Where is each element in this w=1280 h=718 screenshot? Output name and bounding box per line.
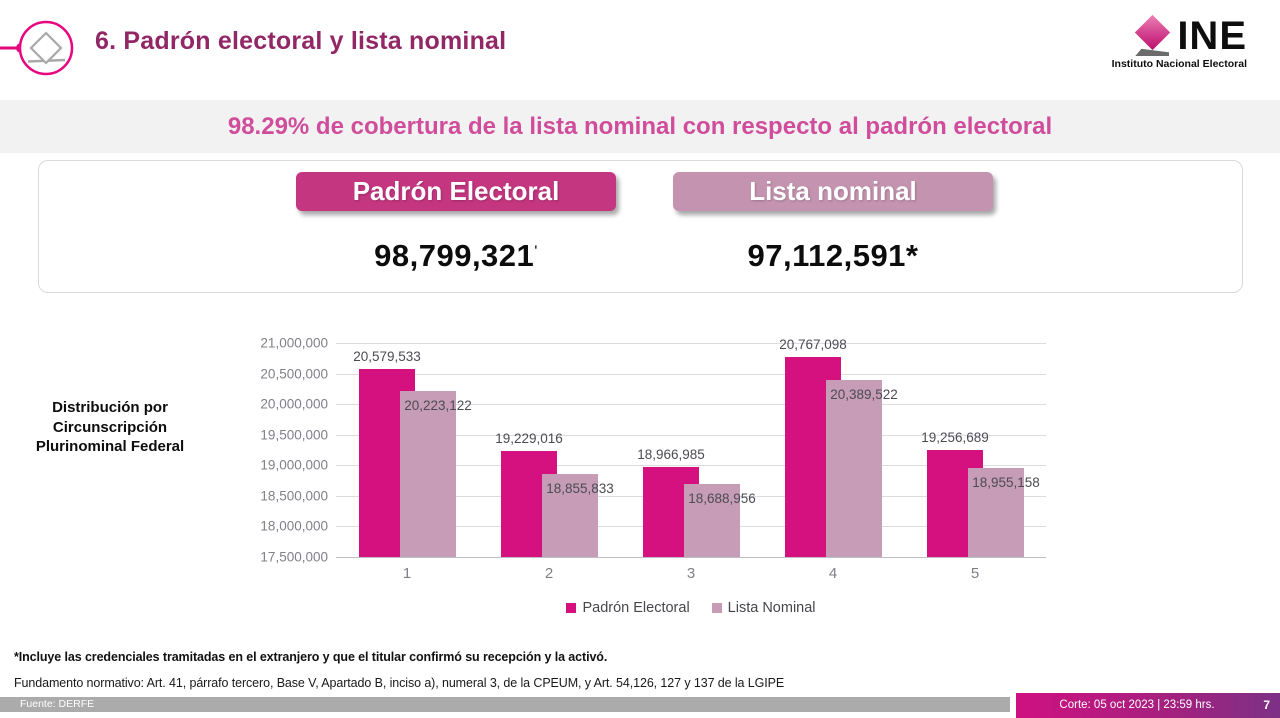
y-tick-label: 20,500,000 (260, 366, 328, 382)
ine-logo: INE Instituto Nacional Electoral (1111, 14, 1247, 70)
bar-value-label: 20,579,533 (353, 348, 421, 364)
chart-y-axis: 21,000,000 20,500,000 20,000,000 19,500,000… (225, 336, 328, 565)
bar-value-label: 20,223,122 (404, 397, 472, 413)
summary-card: Padrón Electoral 98,799,321' Lista nomin… (38, 160, 1243, 293)
x-tick-label: 2 (544, 565, 554, 582)
bar-value-label: 18,855,833 (546, 481, 614, 497)
ballot-diamond-icon (0, 20, 74, 76)
x-tick-label: 1 (402, 565, 412, 582)
footer-source: Fuente: DERFE (20, 698, 95, 710)
legend-label: Lista Nominal (727, 600, 816, 616)
footnote-legal: Fundamento normativo: Art. 41, párrafo t… (14, 676, 785, 690)
y-tick-label: 21,000,000 (260, 335, 328, 351)
lista-column: Lista nominal 97,112,591* (633, 161, 1033, 274)
padron-total-value: 98,799,321 (374, 238, 535, 273)
plot-area: 20,579,533 20,223,122 1 19,229,016 18,855,83… (336, 337, 1046, 582)
bar-lista (826, 380, 882, 557)
coverage-banner: 98.29% de cobertura de la lista nominal … (0, 100, 1280, 153)
bar-value-label: 19,256,689 (921, 429, 989, 445)
y-tick-label: 18,000,000 (260, 518, 328, 534)
x-tick-label: 3 (686, 565, 696, 582)
x-tick-label: 5 (970, 565, 980, 582)
lista-pill: Lista nominal (673, 172, 993, 211)
gridline (336, 343, 1046, 344)
padron-pill: Padrón Electoral (296, 172, 616, 211)
bar-value-label: 18,688,956 (688, 491, 756, 507)
y-tick-label: 18,500,000 (260, 488, 328, 504)
y-tick-label: 17,500,000 (260, 549, 328, 565)
bar-value-label: 19,229,016 (495, 431, 563, 447)
padron-total: 98,799,321' (256, 238, 656, 274)
footnote-asterisk: *Incluye las credenciales tramitadas en … (14, 650, 608, 664)
bar-lista (400, 390, 456, 557)
chart-side-label: Distribución por Circunscripción Plurino… (35, 399, 185, 455)
page-number: 7 (1263, 698, 1270, 712)
legend-swatch (711, 603, 722, 613)
bar-value-label: 18,955,158 (972, 475, 1040, 491)
gridline (336, 557, 1046, 558)
x-tick-label: 4 (828, 565, 838, 582)
legend-label: Padrón Electoral (582, 600, 690, 616)
bar-value-label: 20,389,522 (830, 387, 898, 403)
ine-logo-text: INE (1177, 14, 1247, 58)
footer-cutoff: Corte: 05 oct 2023 | 23:59 hrs. (1059, 699, 1215, 711)
ine-logo-subtitle: Instituto Nacional Electoral (1111, 58, 1247, 70)
gridline (336, 373, 1046, 375)
bar-lista (542, 474, 598, 557)
bar-value-label: 20,767,098 (779, 337, 847, 353)
ine-logo-diamond-icon (1135, 14, 1171, 57)
footer-source-bar: Fuente: DERFE (0, 697, 1010, 712)
y-tick-label: 19,500,000 (260, 427, 328, 443)
bar-value-label: 18,966,985 (637, 447, 705, 463)
y-tick-label: 20,000,000 (260, 396, 328, 412)
legend-swatch (566, 603, 577, 613)
gridline (336, 404, 1046, 406)
chart-legend: Padrón Electoral Lista Nominal (336, 600, 1046, 616)
padron-column: Padrón Electoral 98,799,321' (256, 161, 656, 274)
padron-total-mark: ' (534, 242, 538, 258)
gridline (336, 434, 1046, 436)
y-tick-label: 19,000,000 (260, 457, 328, 473)
page-title: 6. Padrón electoral y lista nominal (95, 27, 507, 55)
legend-item: Lista Nominal (711, 600, 816, 616)
gridline (336, 465, 1046, 467)
lista-total: 97,112,591* (747, 238, 919, 273)
bar-lista (684, 484, 740, 557)
bar-lista (968, 468, 1024, 557)
legend-item: Padrón Electoral (566, 600, 690, 616)
footer-cutoff-bar: Corte: 05 oct 2023 | 23:59 hrs. 7 (1016, 693, 1280, 718)
